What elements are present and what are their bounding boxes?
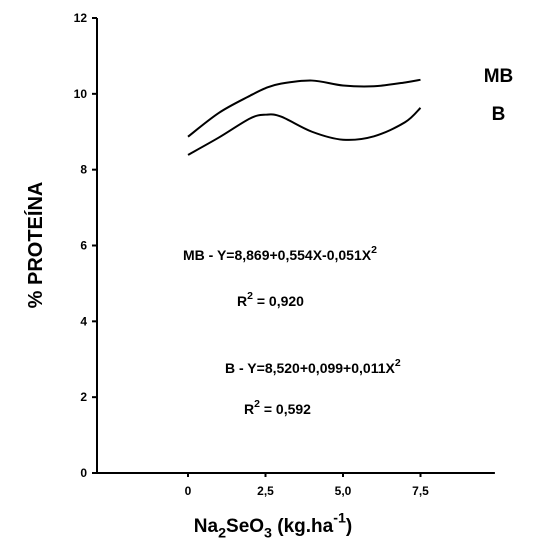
text-part: B - Y=8,520+0,099+0,011X bbox=[225, 360, 395, 376]
text-part: -1 bbox=[333, 511, 346, 527]
legend-label: B bbox=[492, 104, 506, 125]
y-axis-label: % PROTEÍNA bbox=[24, 182, 47, 309]
y-tick-label: 0 bbox=[80, 466, 87, 480]
x-tick-label: 7,5 bbox=[412, 484, 429, 498]
text-part: (kg.ha bbox=[272, 516, 334, 537]
series-line bbox=[187, 78, 421, 138]
y-tick-label: 8 bbox=[80, 163, 87, 177]
text-part: = 0,592 bbox=[260, 401, 311, 417]
y-tick-label: 6 bbox=[80, 239, 87, 253]
annotation: R2 = 0,920 bbox=[237, 290, 304, 309]
text-part: 2 bbox=[218, 526, 226, 542]
text-part: 2 bbox=[395, 357, 401, 369]
text-part: SeO bbox=[226, 516, 264, 537]
text-part: = 0,920 bbox=[253, 293, 304, 309]
annotation: MB - Y=8,869+0,554X-0,051X2 bbox=[183, 244, 377, 263]
y-tick-label: 10 bbox=[74, 87, 88, 101]
y-tick-label: 4 bbox=[80, 314, 87, 328]
text-part: 2 bbox=[247, 290, 253, 302]
legend-label: MB bbox=[484, 66, 514, 87]
text-part: Na bbox=[194, 516, 219, 537]
text-part: MB - Y=8,869+0,554X-0,051X bbox=[183, 247, 372, 263]
x-axis-label: Na2SeO3 (kg.ha-1) bbox=[194, 511, 352, 542]
text-part: 3 bbox=[264, 526, 272, 542]
series-line bbox=[187, 107, 422, 156]
annotation: B - Y=8,520+0,099+0,011X2 bbox=[225, 357, 401, 376]
text-part: ) bbox=[346, 516, 352, 537]
x-tick-label: 2,5 bbox=[257, 484, 274, 498]
text-part: 2 bbox=[254, 398, 260, 410]
y-tick-label: 12 bbox=[74, 11, 88, 25]
text-part: R bbox=[244, 401, 254, 417]
x-tick-label: 0 bbox=[185, 484, 192, 498]
text-part: 2 bbox=[371, 244, 377, 256]
annotation: R2 = 0,592 bbox=[244, 398, 311, 417]
text-part: R bbox=[237, 293, 247, 309]
y-tick-label: 2 bbox=[80, 390, 87, 404]
x-tick-label: 5,0 bbox=[335, 484, 352, 498]
